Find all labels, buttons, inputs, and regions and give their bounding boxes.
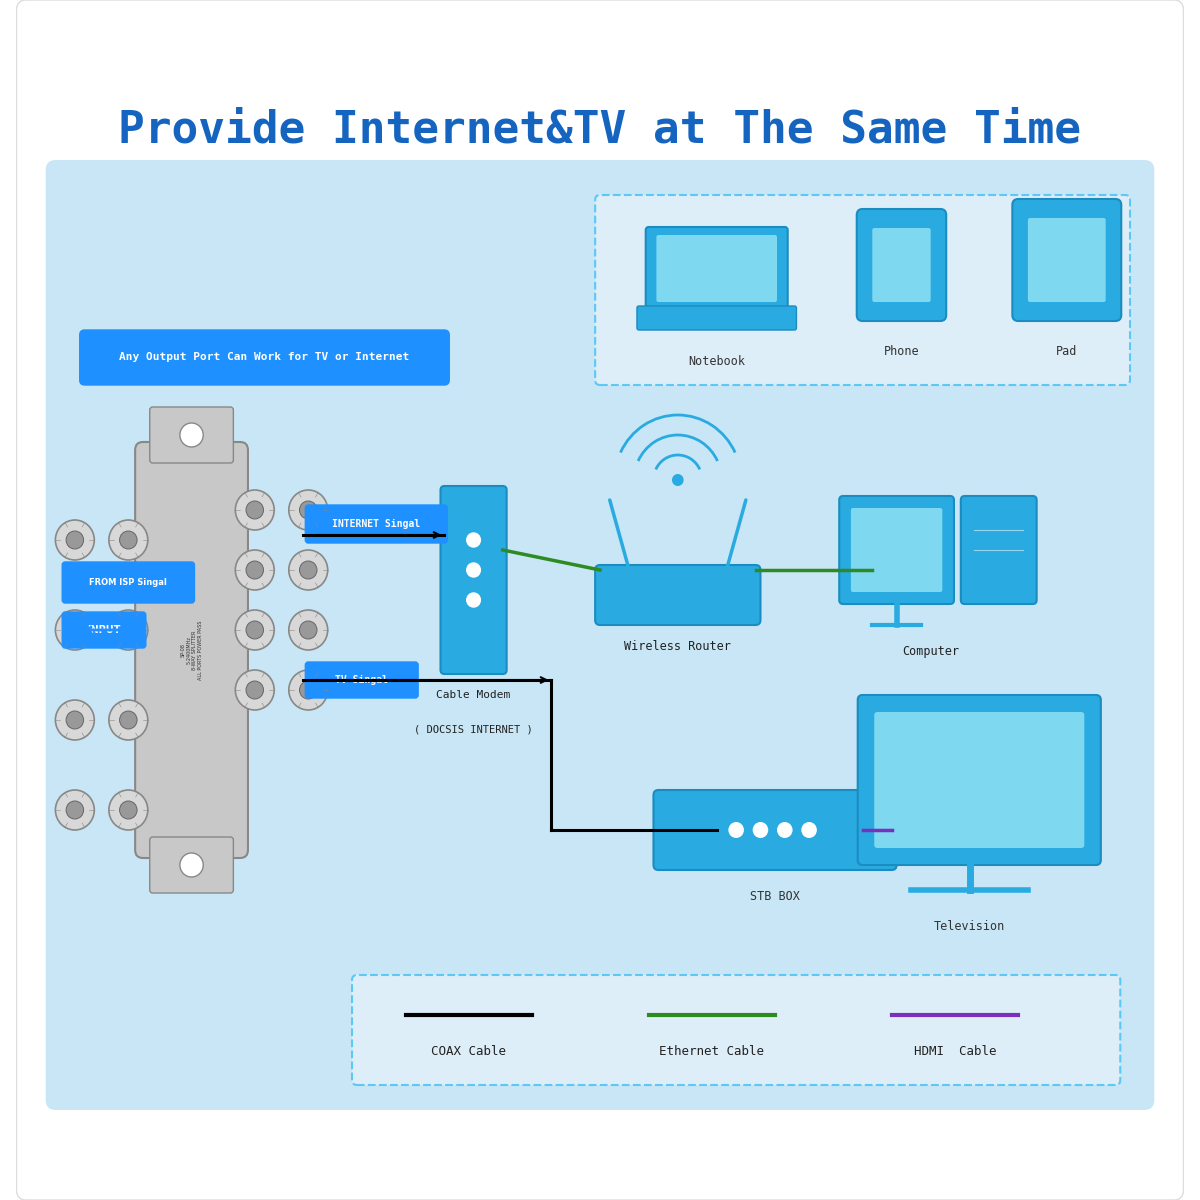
- Circle shape: [120, 530, 137, 550]
- Circle shape: [289, 550, 328, 590]
- Circle shape: [55, 790, 95, 830]
- Circle shape: [752, 822, 768, 838]
- Circle shape: [109, 700, 148, 740]
- Text: Pad: Pad: [1056, 346, 1078, 358]
- FancyBboxPatch shape: [875, 712, 1085, 848]
- Circle shape: [66, 622, 84, 638]
- Circle shape: [289, 610, 328, 650]
- Circle shape: [300, 622, 317, 638]
- FancyBboxPatch shape: [858, 695, 1100, 865]
- Circle shape: [235, 670, 275, 710]
- Circle shape: [246, 622, 264, 638]
- Circle shape: [300, 560, 317, 578]
- Circle shape: [66, 802, 84, 818]
- FancyBboxPatch shape: [646, 227, 787, 313]
- FancyBboxPatch shape: [595, 194, 1130, 385]
- Circle shape: [109, 790, 148, 830]
- FancyBboxPatch shape: [352, 974, 1121, 1085]
- FancyBboxPatch shape: [136, 442, 248, 858]
- Circle shape: [300, 680, 317, 698]
- Text: Cable Modem: Cable Modem: [437, 690, 511, 700]
- Text: Wireless Router: Wireless Router: [624, 640, 731, 653]
- FancyBboxPatch shape: [857, 209, 947, 320]
- Circle shape: [467, 533, 480, 547]
- Circle shape: [235, 550, 275, 590]
- Circle shape: [246, 680, 264, 698]
- Text: COAX Cable: COAX Cable: [431, 1045, 506, 1058]
- Circle shape: [66, 710, 84, 728]
- Text: STB BOX: STB BOX: [750, 890, 800, 902]
- Circle shape: [289, 670, 328, 710]
- Circle shape: [55, 700, 95, 740]
- FancyBboxPatch shape: [46, 160, 1154, 1110]
- Circle shape: [289, 490, 328, 530]
- Circle shape: [109, 610, 148, 650]
- Circle shape: [120, 802, 137, 818]
- Text: Provide Internet&TV at The Same Time: Provide Internet&TV at The Same Time: [119, 108, 1081, 151]
- Circle shape: [672, 474, 684, 486]
- FancyBboxPatch shape: [839, 496, 954, 604]
- FancyBboxPatch shape: [872, 228, 931, 302]
- Circle shape: [235, 610, 275, 650]
- FancyBboxPatch shape: [17, 0, 1183, 1200]
- Text: HDMI  Cable: HDMI Cable: [913, 1045, 996, 1058]
- Text: Ethernet Cable: Ethernet Cable: [659, 1045, 764, 1058]
- Circle shape: [776, 822, 792, 838]
- Circle shape: [109, 520, 148, 560]
- FancyBboxPatch shape: [79, 330, 449, 385]
- FancyBboxPatch shape: [637, 306, 797, 330]
- Circle shape: [467, 593, 480, 607]
- Circle shape: [180, 422, 203, 446]
- Text: Notebook: Notebook: [689, 355, 745, 368]
- Circle shape: [180, 853, 203, 877]
- FancyBboxPatch shape: [440, 486, 506, 674]
- FancyBboxPatch shape: [62, 562, 194, 602]
- Text: SP-08
5-2400MHz
8-WAY SPLITTER
ALL PORTS POWER PASS: SP-08 5-2400MHz 8-WAY SPLITTER ALL PORTS…: [180, 620, 203, 679]
- Circle shape: [728, 822, 744, 838]
- Circle shape: [235, 490, 275, 530]
- Circle shape: [246, 502, 264, 518]
- FancyBboxPatch shape: [150, 407, 233, 463]
- Circle shape: [120, 622, 137, 638]
- Circle shape: [120, 710, 137, 728]
- Text: FROM ISP Singal: FROM ISP Singal: [89, 578, 167, 587]
- FancyBboxPatch shape: [305, 505, 448, 542]
- Circle shape: [300, 502, 317, 518]
- Circle shape: [802, 822, 817, 838]
- FancyBboxPatch shape: [654, 790, 896, 870]
- FancyBboxPatch shape: [150, 838, 233, 893]
- Text: TV Singal: TV Singal: [335, 674, 388, 685]
- Text: INTERNET Singal: INTERNET Singal: [332, 518, 420, 529]
- Text: INPUT: INPUT: [88, 625, 121, 635]
- FancyBboxPatch shape: [62, 612, 146, 648]
- FancyBboxPatch shape: [1028, 218, 1105, 302]
- Text: Television: Television: [934, 920, 1006, 934]
- FancyBboxPatch shape: [595, 565, 761, 625]
- Text: Any Output Port Can Work for TV or Internet: Any Output Port Can Work for TV or Inter…: [119, 353, 409, 362]
- Text: ( DOCSIS INTERNET ): ( DOCSIS INTERNET ): [414, 725, 533, 734]
- Circle shape: [55, 520, 95, 560]
- Text: Computer: Computer: [902, 646, 959, 658]
- FancyBboxPatch shape: [1013, 199, 1121, 320]
- Circle shape: [55, 610, 95, 650]
- FancyBboxPatch shape: [305, 662, 418, 698]
- Text: Phone: Phone: [883, 346, 919, 358]
- Circle shape: [66, 530, 84, 550]
- Circle shape: [467, 563, 480, 577]
- FancyBboxPatch shape: [851, 508, 942, 592]
- FancyBboxPatch shape: [961, 496, 1037, 604]
- Circle shape: [246, 560, 264, 578]
- FancyBboxPatch shape: [656, 235, 776, 302]
